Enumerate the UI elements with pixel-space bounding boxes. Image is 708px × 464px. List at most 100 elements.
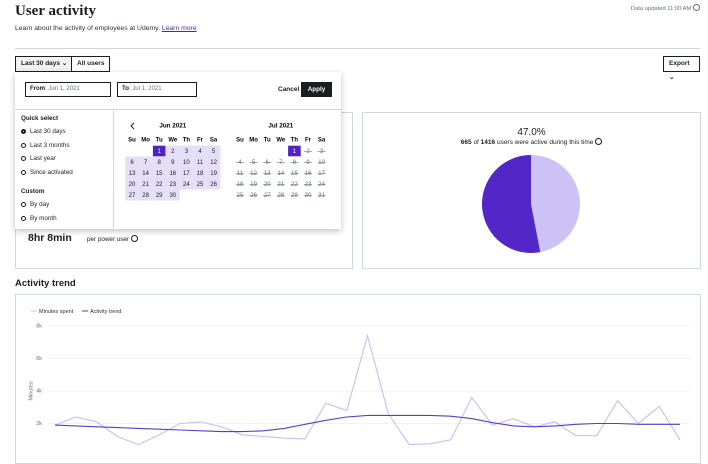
day[interactable]: 26	[210, 182, 217, 188]
day[interactable]: 2	[171, 149, 175, 155]
export-button[interactable]: Export ⌄	[663, 56, 700, 81]
radio-circle	[21, 169, 26, 175]
radio-option[interactable]: By month	[21, 215, 57, 222]
day[interactable]: 4	[198, 149, 202, 155]
active-slice	[531, 155, 580, 253]
day[interactable]: 15	[291, 171, 298, 177]
day[interactable]: 8	[158, 160, 162, 166]
range-day	[179, 178, 194, 190]
day[interactable]: 22	[156, 182, 163, 188]
day[interactable]: 9	[306, 160, 310, 166]
day[interactable]: 19	[250, 182, 257, 188]
day[interactable]: 18	[237, 182, 244, 188]
day[interactable]: 11	[197, 160, 204, 166]
radio-option[interactable]: Last 30 days	[21, 128, 66, 135]
day[interactable]: 24	[318, 182, 325, 188]
day[interactable]: 6	[130, 160, 134, 166]
day[interactable]: 23	[305, 182, 312, 188]
day[interactable]: 1	[293, 149, 297, 155]
day[interactable]: 28	[142, 193, 149, 199]
day[interactable]: 25	[197, 182, 204, 188]
day[interactable]: 16	[305, 171, 312, 177]
day[interactable]: 5	[252, 160, 256, 166]
day[interactable]: 2	[306, 149, 310, 155]
range-day	[193, 156, 207, 168]
day[interactable]: 5	[212, 149, 216, 155]
day[interactable]: 10	[318, 160, 325, 166]
radio-option[interactable]: By day	[21, 201, 49, 208]
usage-caption: per power user	[87, 235, 138, 243]
radio-circle	[21, 202, 26, 207]
weekday: We	[168, 138, 178, 144]
data-updated: Data updated 11:00 AM	[631, 4, 700, 12]
day[interactable]: 3	[185, 149, 189, 155]
day[interactable]: 13	[264, 171, 271, 177]
day[interactable]: 25	[237, 193, 244, 199]
day[interactable]: 14	[142, 171, 149, 177]
range-day	[206, 145, 221, 157]
day[interactable]: 27	[264, 193, 271, 199]
page-title: User activity	[15, 3, 96, 19]
day[interactable]: 27	[129, 193, 136, 199]
day[interactable]: 21	[142, 182, 149, 188]
day[interactable]: 22	[291, 182, 298, 188]
export-label: Export	[669, 60, 690, 67]
day[interactable]: 7	[279, 160, 283, 166]
day[interactable]: 29	[156, 193, 163, 199]
day[interactable]: 29	[291, 193, 298, 199]
apply-button[interactable]: Apply	[301, 82, 332, 97]
radio-label: Since activated	[30, 168, 73, 176]
range-day	[193, 167, 207, 179]
radio-option[interactable]: Since activated	[21, 169, 73, 176]
description-text: Learn about the activity of employees at…	[15, 25, 160, 32]
day[interactable]: 9	[171, 160, 175, 166]
to-input[interactable]: To: Jul 1, 2021	[117, 82, 197, 97]
day[interactable]: 1	[158, 149, 162, 155]
day[interactable]: 20	[129, 182, 136, 188]
learn-more-link[interactable]: Learn more	[161, 25, 197, 32]
day[interactable]: 12	[210, 160, 217, 166]
day[interactable]: 16	[169, 171, 176, 177]
day[interactable]: 6	[266, 160, 270, 166]
range-day	[152, 167, 166, 179]
day[interactable]: 30	[169, 193, 176, 199]
day[interactable]: 26	[250, 193, 257, 199]
y-tick-label: 2k	[36, 421, 42, 427]
day[interactable]: 11	[237, 171, 244, 177]
day[interactable]: 8	[293, 160, 297, 166]
radio-option[interactable]: Last 3 months	[21, 142, 70, 149]
weekday: Tu	[156, 138, 163, 144]
cancel-button[interactable]: Cancel	[278, 86, 300, 93]
day[interactable]: 15	[156, 171, 163, 177]
day[interactable]: 10	[183, 160, 190, 166]
graphics: 2k 4k 6k 8k Minutes Minutes spent Activity tre…	[28, 155, 690, 446]
day[interactable]: 12	[250, 171, 257, 177]
day[interactable]: 17	[183, 171, 190, 177]
day[interactable]: 17	[318, 171, 325, 177]
from-input[interactable]: From: Jun 1, 2021	[25, 82, 111, 97]
prev-month[interactable]	[130, 122, 135, 130]
day[interactable]: 19	[210, 171, 217, 177]
day[interactable]: 21	[277, 182, 284, 188]
range-day	[179, 145, 194, 157]
radio-option[interactable]: Last year	[21, 155, 56, 162]
range-day	[179, 156, 194, 168]
day[interactable]: 23	[169, 182, 176, 188]
day[interactable]: 18	[197, 171, 204, 177]
range-day	[166, 145, 180, 157]
users-button[interactable]: All users	[71, 56, 111, 72]
day[interactable]: 28	[277, 193, 284, 199]
radio-circle	[21, 156, 26, 162]
range-button[interactable]: Last 30 days ⌄	[15, 56, 74, 72]
usage-caption-text: per power user	[87, 236, 129, 243]
day[interactable]: 4	[238, 160, 242, 166]
day[interactable]: 30	[305, 193, 312, 199]
day[interactable]: 13	[129, 171, 136, 177]
day[interactable]: 3	[320, 149, 324, 155]
day[interactable]: 31	[318, 193, 325, 199]
day[interactable]: 20	[264, 182, 271, 188]
day[interactable]: 24	[183, 182, 190, 188]
day[interactable]: 7	[144, 160, 148, 166]
day[interactable]: 14	[277, 171, 284, 177]
